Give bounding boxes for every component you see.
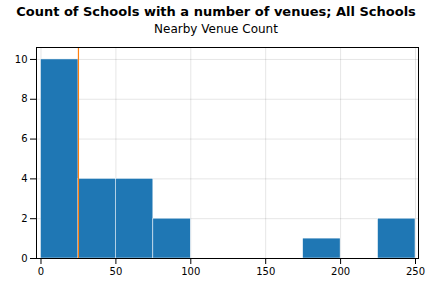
svg-text:250: 250 bbox=[406, 266, 425, 277]
svg-text:10: 10 bbox=[15, 54, 28, 65]
svg-text:2: 2 bbox=[21, 213, 27, 224]
svg-text:6: 6 bbox=[21, 133, 27, 144]
html-text:Count of Schools with a number: Count of Schools with a number of venues… bbox=[16, 4, 416, 19]
svg-text:150: 150 bbox=[256, 266, 275, 277]
svg-text:0: 0 bbox=[21, 253, 27, 264]
svg-text:100: 100 bbox=[181, 266, 200, 277]
svg-text:200: 200 bbox=[331, 266, 350, 277]
svg-text:4: 4 bbox=[21, 173, 27, 184]
svg-text:8: 8 bbox=[21, 93, 27, 104]
svg-text:50: 50 bbox=[110, 266, 123, 277]
svg-text:0: 0 bbox=[38, 266, 44, 277]
html-text:Nearby Venue Count: Nearby Venue Count bbox=[154, 22, 278, 36]
